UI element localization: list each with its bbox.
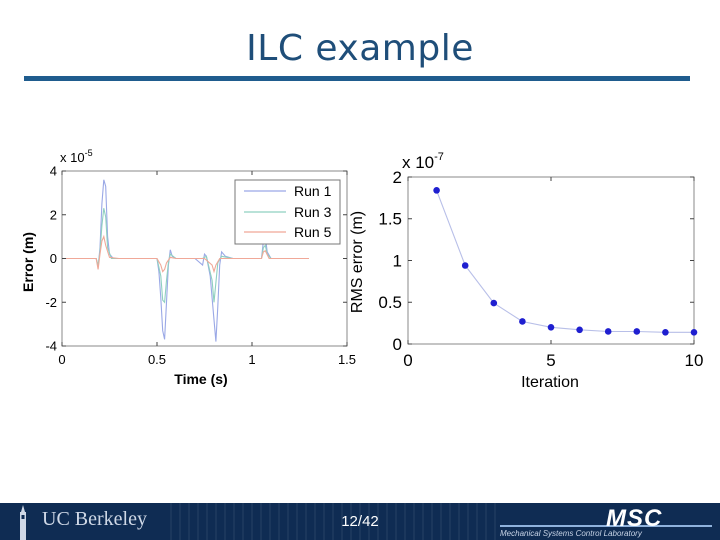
y-tick-label: 1 <box>393 251 402 270</box>
rms-y-label: RMS error (m) <box>349 211 366 313</box>
rms-x-label: Iteration <box>521 374 579 391</box>
y-tick-label: 0.5 <box>378 293 402 312</box>
x-tick-label: 10 <box>685 351 704 370</box>
data-point <box>690 329 698 336</box>
error-series-group <box>62 179 309 342</box>
rms-y-multiplier: x 10-7 <box>402 151 444 172</box>
page-number: 12/42 <box>341 513 379 530</box>
y-tick-label: -4 <box>45 339 57 354</box>
y-tick-label: 4 <box>50 164 57 179</box>
x-tick-label: 1 <box>248 352 255 367</box>
data-point <box>433 187 440 194</box>
x-tick-label: 1.5 <box>338 352 356 367</box>
y-tick-label: 1.5 <box>378 210 402 229</box>
y-tick-label: 2 <box>393 168 402 187</box>
error-x-label: Time (s) <box>174 371 227 387</box>
data-point <box>662 329 669 336</box>
y-tick-label: -2 <box>45 295 57 310</box>
msc-logo: MSC <box>606 505 663 532</box>
error-axis-ticks: 0 0.5 1 1.5 4 2 0 -2 -4 <box>45 164 356 367</box>
error-chart: 0 0.5 1 1.5 4 2 0 -2 -4 x 10-5 Time (s) Error (m… <box>20 148 356 387</box>
legend-run1-label: Run 1 <box>294 183 332 199</box>
series-line-0 <box>436 190 694 333</box>
y-tick-label: 0 <box>393 335 402 354</box>
title-underline <box>24 76 690 81</box>
x-tick-label: 0.5 <box>148 352 166 367</box>
msc-logo-subtitle: Mechanical Systems Control Laboratory <box>500 529 642 538</box>
legend-run3-label: Run 3 <box>294 204 332 220</box>
rms-chart: 0 5 10 2 1.5 1 0.5 0 x 10-7 Iteration RMS error… <box>349 151 703 391</box>
msc-logo-bar <box>500 525 712 527</box>
rms-axis-ticks: 0 5 10 2 1.5 1 0.5 0 <box>378 168 703 370</box>
error-y-label: Error (m) <box>20 232 36 292</box>
data-point <box>604 328 612 335</box>
slide-title: ILC example <box>246 28 474 69</box>
error-y-multiplier: x 10-5 <box>60 148 93 165</box>
y-tick-label: 2 <box>50 207 57 222</box>
series-line-2 <box>62 234 309 274</box>
data-point <box>461 262 469 269</box>
data-point <box>547 324 555 331</box>
x-tick-label: 0 <box>58 352 65 367</box>
data-point <box>576 326 583 334</box>
footer-bar <box>0 503 720 540</box>
y-tick-label: 0 <box>50 251 57 266</box>
legend-run5-label: Run 5 <box>294 224 332 240</box>
footer-pattern <box>170 503 500 540</box>
data-point <box>519 318 526 325</box>
data-point <box>633 328 641 335</box>
error-legend: Run 1 Run 3 Run 5 <box>234 179 341 245</box>
data-point <box>490 299 498 307</box>
campanile-icon <box>20 505 26 540</box>
uc-berkeley-logo: UC Berkeley <box>42 508 147 530</box>
x-tick-label: 0 <box>403 351 412 370</box>
x-tick-label: 5 <box>546 351 555 370</box>
rms-plot-area <box>407 176 695 345</box>
rms-series-group <box>433 187 698 336</box>
